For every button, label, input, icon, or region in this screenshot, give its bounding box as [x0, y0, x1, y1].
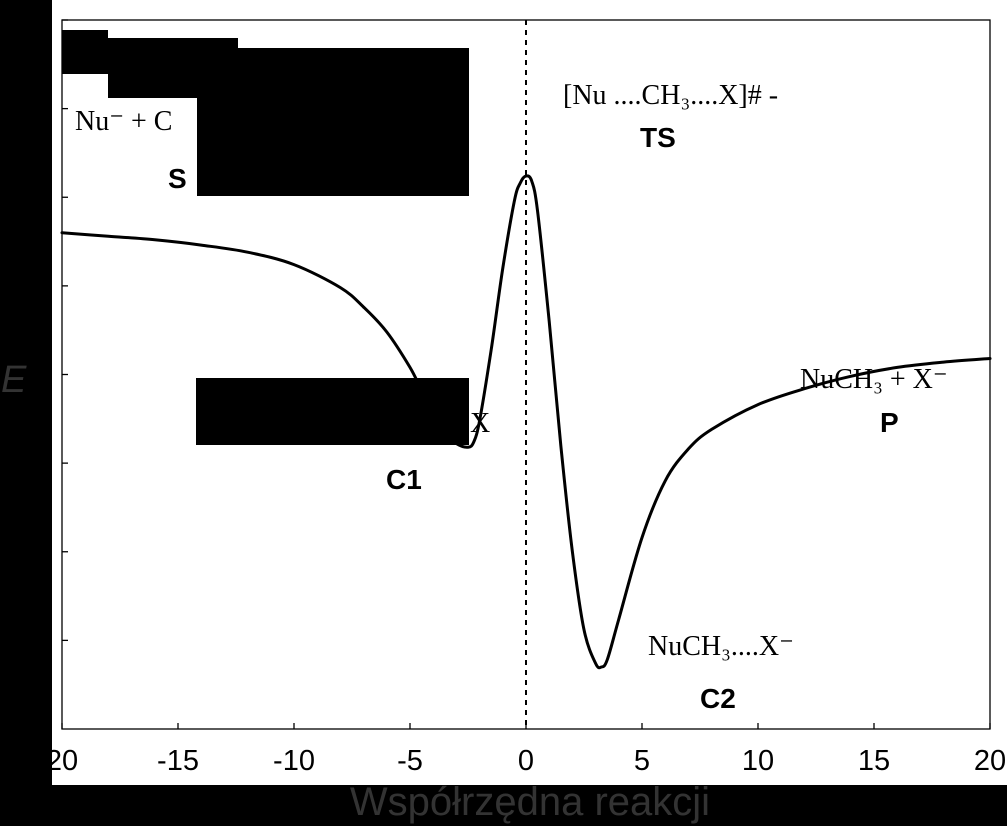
annotation-C2: NuCH₃....X⁻ C2 [648, 631, 794, 714]
series-line-energy-profile [60, 174, 992, 670]
x-tick-label: -10 [273, 745, 315, 777]
annotation-formula: NuCH₃ + X⁻ [800, 364, 948, 395]
x-tick-label: -15 [157, 745, 199, 777]
x-tick-label: 15 [858, 745, 890, 777]
annotation-formula: [Nu ....CH₃....X]# - [563, 80, 778, 111]
redaction-block [197, 48, 469, 196]
annotation-C1: X C1 [386, 408, 490, 495]
x-tick-label: 5 [634, 745, 650, 777]
annotation-S: Nu⁻ + C S [75, 106, 187, 194]
x-tick-label: 20 [46, 745, 78, 777]
annotation-label: P [880, 407, 899, 438]
annotation-formula: NuCH₃....X⁻ [648, 631, 794, 662]
x-tick-label: -5 [397, 745, 423, 777]
x-tick-label: 10 [742, 745, 774, 777]
annotation-label: TS [640, 122, 676, 153]
annotation-P: NuCH₃ + X⁻ P [800, 364, 948, 438]
y-axis-ticks [62, 19, 68, 642]
annotation-formula: Nu⁻ + C [75, 106, 172, 137]
x-axis-ticks: 20 -15 -10 -5 0 5 10 15 20 [46, 723, 1006, 777]
y-axis-label: E [1, 359, 27, 401]
annotation-label: C2 [700, 683, 736, 714]
x-axis-label: Współrzędna reakcji [350, 780, 710, 824]
redaction-block [196, 378, 469, 445]
annotation-label: C1 [386, 464, 422, 495]
redaction-block [62, 30, 108, 74]
redaction-blocks [62, 30, 469, 445]
annotation-formula: X [470, 408, 490, 439]
x-tick-label: 20 [974, 745, 1006, 777]
x-tick-label: 0 [518, 745, 534, 777]
annotation-label: S [168, 163, 187, 194]
annotation-TS: [Nu ....CH₃....X]# - TS [563, 80, 778, 153]
formula-text: Nu⁻ + C [75, 106, 172, 137]
